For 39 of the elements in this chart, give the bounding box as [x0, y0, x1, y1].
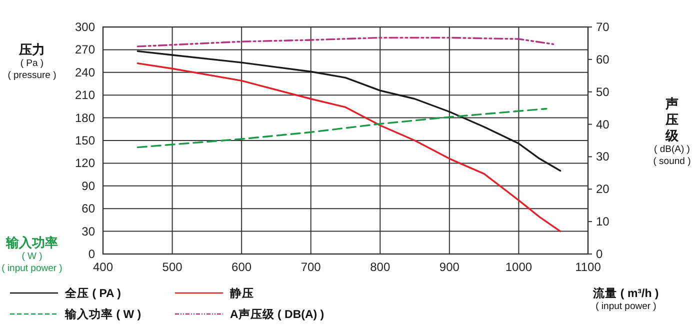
text: 输入功率 ( W ) ( input power ) — [2, 235, 62, 274]
y-tick-label: 270 — [74, 42, 96, 57]
y-tick-label: 300 — [74, 20, 96, 34]
y2-tick-label: 40 — [596, 117, 610, 132]
line-series — [136, 62, 562, 232]
y2-tick-label: 60 — [596, 52, 610, 66]
y-tick-label: 0 — [88, 247, 96, 261]
y-tick-label: 240 — [74, 65, 96, 80]
y-tick-label: 60 — [82, 202, 96, 216]
y2-tick-label: 70 — [596, 20, 610, 34]
legend-label: 输入功率 ( W ) — [64, 307, 142, 321]
y-tick-label: 30 — [82, 224, 96, 238]
legend-label: 全压 ( PA ) — [64, 286, 122, 300]
y-tick-label: 150 — [74, 134, 96, 148]
y2-tick-label: 20 — [596, 182, 610, 196]
y-tick-label: 210 — [74, 88, 96, 102]
y2-tick-label: 30 — [596, 150, 610, 164]
x-tick-label: 600 — [232, 260, 252, 274]
y2-tick-label: 10 — [596, 214, 610, 229]
legend-label: 静压 — [229, 287, 254, 300]
y-axis-title: 压力 ( Pa ) ( pressure ) — [8, 42, 56, 81]
line-series — [136, 36, 554, 48]
y-tick-label: 180 — [74, 110, 96, 125]
x-tick-label: 1000 — [505, 260, 532, 274]
x-axis-title: 流量 ( m³/h ) ( input power ) — [592, 286, 659, 312]
x-tick-label: 700 — [300, 260, 322, 274]
x-tick-label: 1100 — [575, 260, 602, 274]
x-tick-label: 800 — [370, 260, 390, 274]
y2-axis-title: 声压级 ( dB(A) ) ( sound ) — [653, 96, 691, 167]
y2-tick-label: 0 — [596, 247, 603, 261]
x-tick-label: 500 — [162, 260, 183, 274]
y2-tick-label: 50 — [596, 84, 610, 99]
y-tick-label: 90 — [82, 178, 96, 193]
legend-label: A声压级 ( DB(A) ) — [230, 307, 324, 321]
line-series — [136, 50, 562, 172]
y-tick-label: 120 — [74, 156, 96, 170]
line-series — [136, 108, 548, 148]
x-tick-label: 900 — [439, 260, 460, 274]
x-tick-label: 400 — [92, 260, 114, 274]
